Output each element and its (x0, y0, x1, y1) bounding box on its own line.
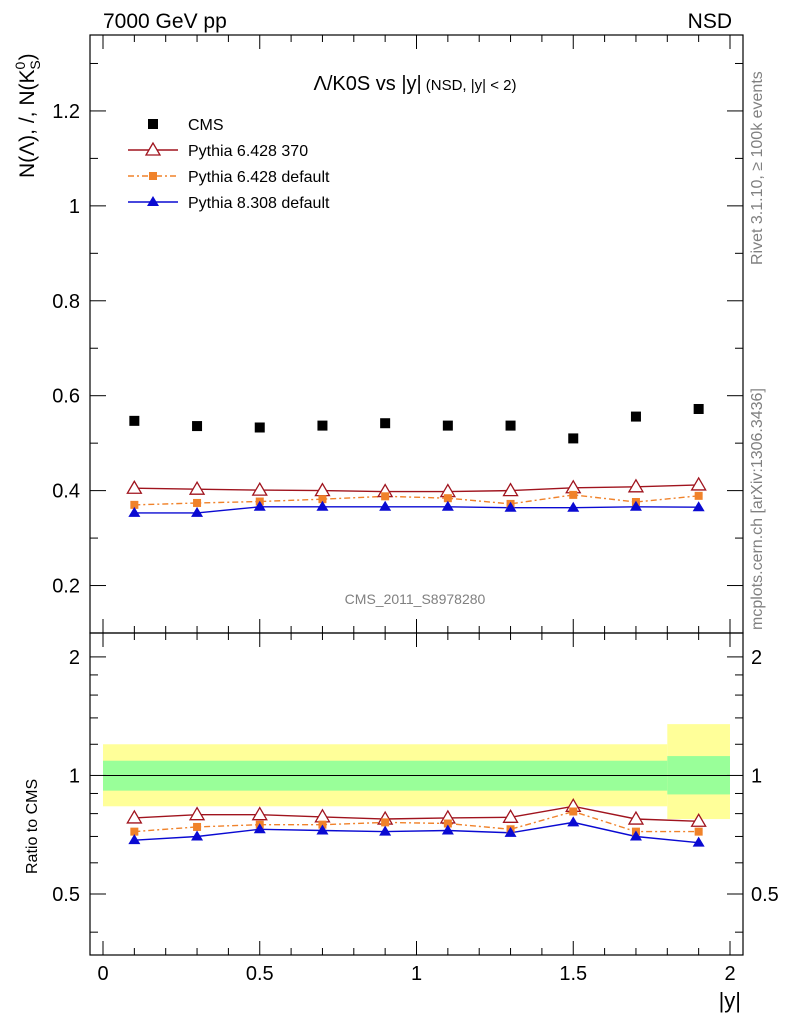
data-point-2 (443, 494, 452, 503)
ratio-point-3 (629, 830, 642, 841)
ratio-point-3 (316, 824, 329, 835)
x-axis-label: |y| (719, 988, 741, 1013)
ratio-point-3 (692, 836, 705, 847)
data-point-0 (192, 421, 203, 432)
data-point-2 (381, 492, 390, 501)
x-tick-label: 0 (97, 963, 108, 985)
ratio-point-2 (569, 807, 578, 816)
data-point-3 (191, 506, 204, 517)
ratio-point-1 (690, 812, 707, 827)
ratio-point-3 (567, 816, 580, 827)
legend-label-0: CMS (188, 117, 224, 134)
x-tick-label: 2 (724, 963, 735, 985)
data-point-1 (502, 482, 519, 497)
y-tick-label: 0.2 (52, 576, 80, 598)
ratio-tick-label-left: 2 (69, 647, 80, 669)
ratio-line-1 (134, 805, 699, 822)
ratio-point-2 (694, 827, 703, 836)
legend-label-1: Pythia 6.428 370 (188, 143, 308, 160)
data-point-3 (692, 501, 705, 512)
legend-marker-3 (147, 196, 159, 206)
x-tick-label: 1.5 (559, 963, 587, 985)
data-point-3 (316, 500, 329, 511)
y-axis-label: N(Λ), /, N(K0S) (12, 53, 43, 178)
data-point-3 (504, 501, 517, 512)
ratio-point-3 (191, 830, 204, 841)
data-point-3 (379, 500, 392, 511)
ratio-point-1 (251, 806, 268, 821)
plot-title: Λ/K0S vs |y| (NSD, |y| < 2) (314, 73, 517, 95)
ratio-point-1 (314, 808, 331, 823)
data-point-2 (569, 490, 578, 499)
ratio-tick-label-left: 0.5 (52, 884, 80, 906)
ratio-tick-label-left: 1 (69, 765, 80, 787)
data-point-3 (441, 500, 454, 511)
legend-label-3: Pythia 8.308 default (188, 195, 330, 212)
ratio-point-3 (128, 834, 141, 845)
ratio-tick-label-right: 0.5 (751, 884, 779, 906)
ratio-point-1 (126, 809, 143, 824)
ratio-point-3 (253, 823, 266, 834)
data-point-0 (254, 422, 265, 433)
y-tick-label: 0.4 (52, 481, 80, 503)
data-point-3 (567, 501, 580, 512)
y-tick-label: 0.6 (52, 386, 80, 408)
ratio-point-3 (441, 824, 454, 835)
data-point-3 (253, 500, 266, 511)
ratio-point-3 (379, 825, 392, 836)
ratio-tick-label-right: 1 (751, 765, 762, 787)
data-point-3 (629, 500, 642, 511)
ratio-point-1 (627, 810, 645, 825)
series-line-1 (134, 484, 699, 493)
analysis-watermark: CMS_2011_S8978280 (345, 591, 486, 607)
x-tick-label: 0.5 (246, 963, 274, 985)
data-point-0 (380, 418, 391, 429)
data-point-0 (630, 411, 641, 422)
legend-marker-1 (144, 141, 162, 156)
data-point-0 (505, 420, 516, 431)
series-line-2 (134, 494, 699, 506)
legend-label-2: Pythia 6.428 default (188, 169, 330, 186)
rivet-label: Rivet 3.1.10, ≥ 100k events (749, 71, 766, 265)
ratio-point-2 (381, 818, 390, 827)
data-point-3 (128, 506, 141, 517)
data-point-1 (126, 479, 143, 494)
ratio-point-2 (193, 822, 202, 831)
y-tick-label: 1 (69, 196, 80, 218)
data-point-2 (193, 498, 202, 507)
series-line-3 (134, 506, 699, 514)
data-point-1 (188, 480, 206, 495)
data-point-2 (130, 500, 139, 509)
legend-marker-0 (148, 119, 158, 129)
data-point-0 (693, 403, 704, 414)
data-point-0 (442, 420, 453, 431)
ratio-tick-label-right: 2 (751, 647, 762, 669)
ratio-line-3 (134, 821, 699, 844)
header-left-label: 7000 GeV pp (103, 10, 227, 33)
ratio-point-3 (504, 826, 517, 837)
ratio-point-1 (502, 808, 519, 823)
ratio-y-axis-label: Ratio to CMS (24, 779, 41, 874)
data-point-0 (317, 420, 328, 431)
y-tick-label: 1.2 (52, 101, 80, 123)
ratio-point-1 (188, 806, 206, 821)
data-point-1 (627, 478, 645, 493)
ratio-line-2 (134, 810, 699, 833)
data-point-0 (129, 415, 140, 426)
y-tick-label: 0.8 (52, 291, 80, 313)
data-point-1 (690, 476, 707, 491)
ratio-point-2 (443, 819, 452, 828)
data-point-1 (314, 482, 331, 497)
mcplots-label: mcplots.cern.ch [arXiv:1306.3436] (749, 388, 766, 630)
header-right-label: NSD (688, 10, 732, 33)
data-point-0 (568, 433, 579, 444)
legend-marker-2 (149, 172, 157, 180)
data-point-2 (318, 495, 327, 504)
data-point-1 (251, 481, 268, 496)
ratio-point-2 (130, 827, 139, 836)
x-tick-label: 1 (411, 963, 422, 985)
data-point-2 (694, 491, 703, 500)
